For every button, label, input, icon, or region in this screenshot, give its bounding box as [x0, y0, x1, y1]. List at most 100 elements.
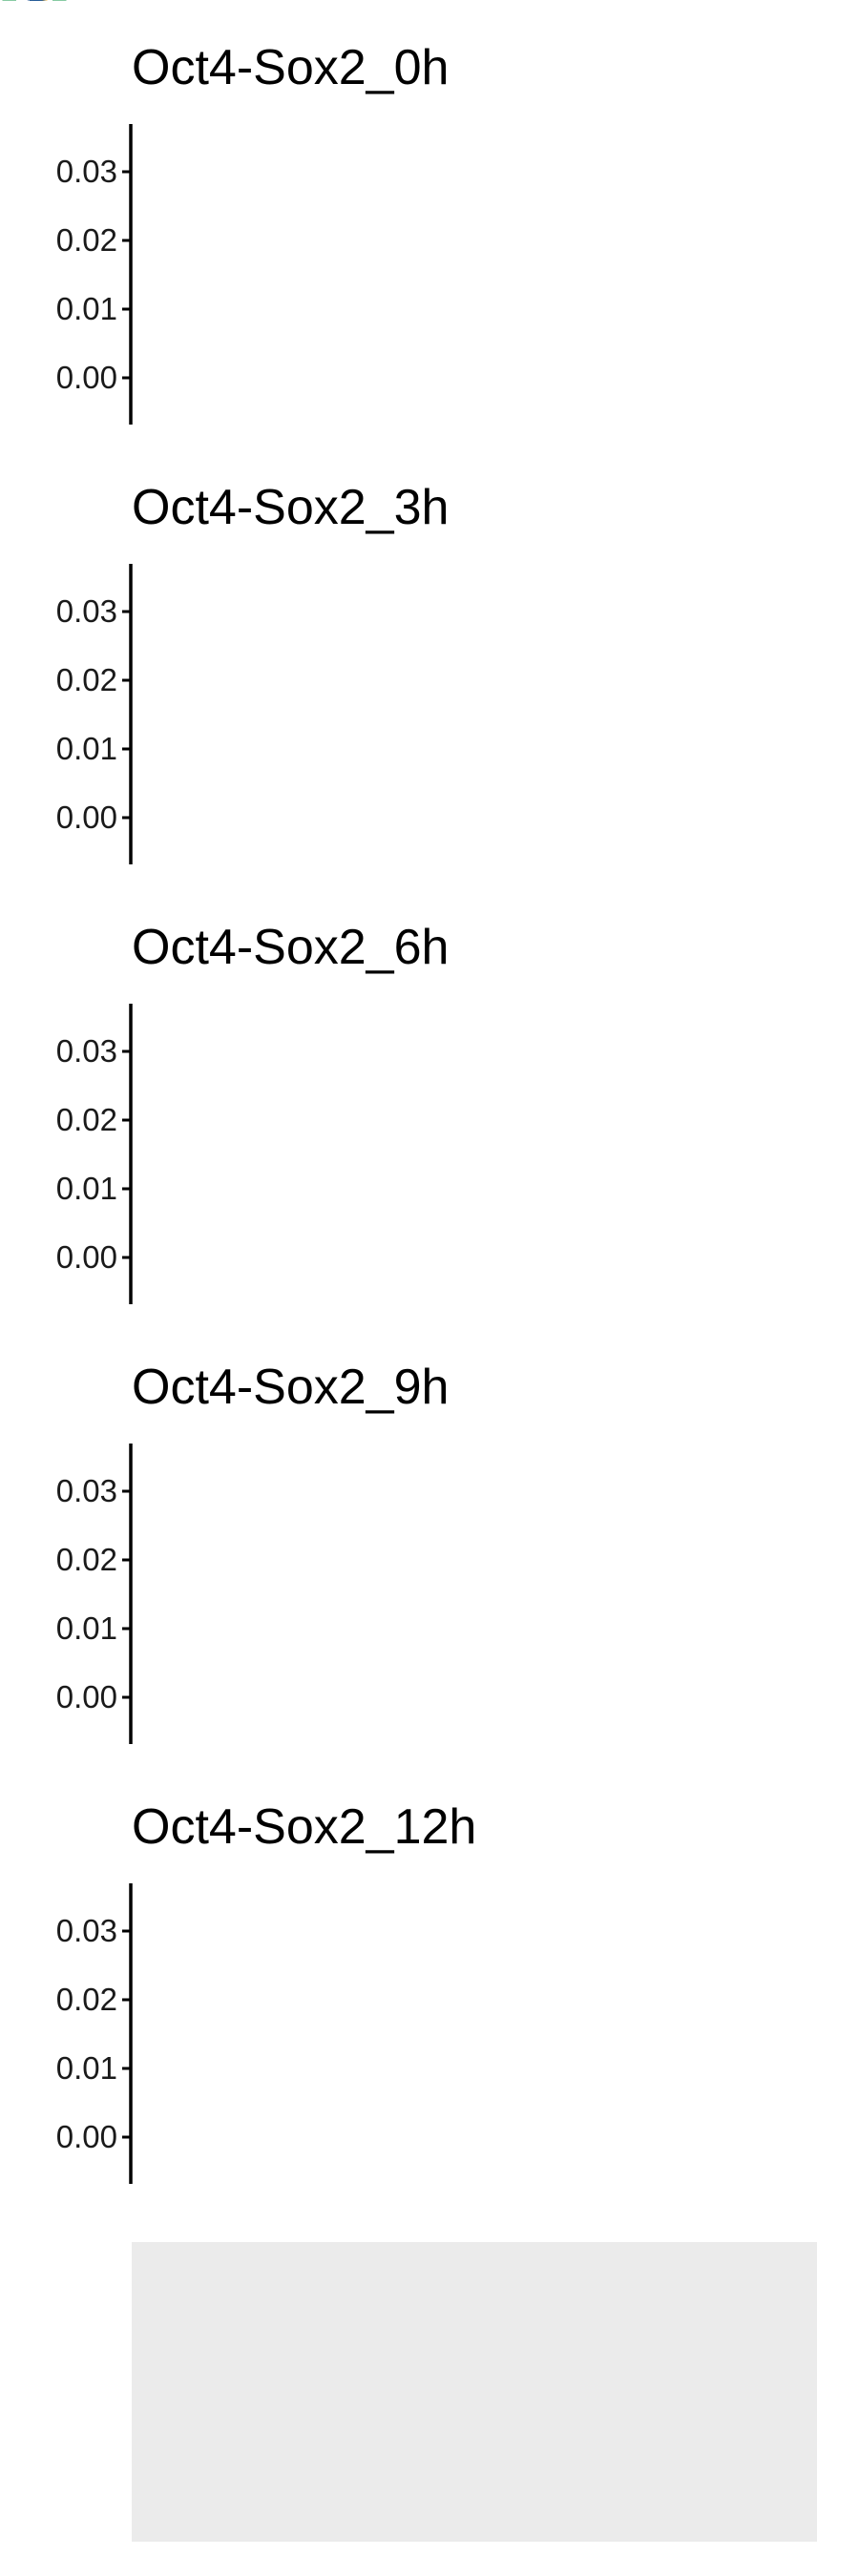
- logo-letter-c: C: [0, 0, 69, 21]
- logo-letter-c: C: [0, 0, 69, 21]
- logo-letter-t: T: [0, 0, 58, 21]
- logo-letter-g: G: [0, 0, 74, 21]
- logo-panel: Oct4-Sox2_9h0.000.010.020.03CGTAACGTACGT…: [0, 0, 449, 1744]
- logo-letter-a: A: [0, 0, 69, 21]
- logo-letter-g: G: [0, 0, 74, 21]
- logo-letter-t: T: [0, 0, 58, 21]
- logo-letter-a: A: [0, 0, 69, 21]
- logo-letter-g: G: [0, 0, 74, 21]
- logo-letter-c: C: [0, 0, 69, 21]
- logo-letter-a: A: [0, 0, 69, 21]
- logo-letter-a: A: [0, 0, 69, 21]
- logo-letter-g: G: [0, 0, 74, 21]
- y-tick-label: 0.03: [56, 1473, 117, 1508]
- logo-letter-a: A: [0, 0, 69, 21]
- y-tick-label: 0.01: [56, 1171, 117, 1206]
- logo-letter-a: A: [0, 0, 69, 21]
- y-tick-label: 0.00: [56, 2119, 117, 2154]
- logo-letter-c: C: [0, 0, 69, 21]
- logo-letter-a: A: [0, 0, 69, 21]
- logo-letter-c: C: [0, 0, 69, 21]
- y-tick-label: 0.01: [56, 2050, 117, 2086]
- y-tick-label: 0.02: [56, 1102, 117, 1137]
- logo-letter-t: T: [0, 0, 58, 21]
- logo-letter-a: A: [0, 0, 69, 21]
- logo-letter-t: T: [0, 0, 58, 21]
- logo-letter-a: A: [0, 0, 69, 21]
- logo-letter-a: A: [0, 0, 69, 21]
- logo-letter-t: T: [0, 0, 58, 21]
- logo-letter-t: T: [0, 0, 58, 21]
- logo-letter-c: C: [0, 0, 69, 21]
- logo-panel: Oct4-Sox2_12h0.000.010.020.03ACTACTCGTAG…: [0, 0, 476, 2184]
- logo-letter-c: C: [0, 0, 69, 21]
- logo-letter-t: T: [0, 0, 58, 21]
- logo-letter-t: T: [0, 0, 58, 21]
- y-tick-label: 0.00: [56, 1239, 117, 1275]
- logo-letter-a: A: [0, 0, 69, 21]
- logo-letter-a: A: [0, 0, 69, 21]
- logo-letter-t: T: [0, 0, 58, 21]
- logo-letter-t: T: [0, 0, 58, 21]
- logo-letter-g: G: [0, 0, 74, 21]
- logo-letter-t: T: [0, 0, 58, 21]
- logo-letter-g: G: [0, 0, 74, 21]
- logo-letter-a: A: [0, 0, 69, 21]
- logo-letter-a: A: [0, 0, 69, 21]
- logo-letter-g: G: [0, 0, 74, 21]
- logo-letter-a: A: [0, 0, 69, 21]
- logo-letter-g: G: [0, 0, 74, 21]
- logo-letter-c: C: [0, 0, 69, 21]
- y-tick-label: 0.03: [56, 593, 117, 629]
- logo-letter-c: C: [0, 0, 69, 21]
- logo-letter-t: T: [0, 0, 58, 21]
- logo-letter-c: C: [0, 0, 69, 21]
- logo-panel: Oct4-Sox2_3h0.000.010.020.03CGTAACGTACGT…: [0, 0, 449, 864]
- logo-letter-c: C: [0, 0, 69, 21]
- y-tick-label: 0.01: [56, 731, 117, 766]
- logo-letter-a: A: [0, 0, 69, 21]
- logo-letter-t: T: [0, 0, 58, 21]
- logo-letter-a: A: [0, 0, 69, 21]
- logo-letter-a: A: [0, 0, 69, 21]
- y-tick-label: 0.03: [56, 1033, 117, 1069]
- logo-letter-g: G: [0, 0, 74, 21]
- logo-letter-g: G: [0, 0, 74, 21]
- logo-letter-g: G: [0, 0, 74, 21]
- logo-letter-g: G: [0, 0, 74, 21]
- logo-letter-a: A: [0, 0, 69, 21]
- logo-letter-g: G: [0, 0, 74, 21]
- y-tick-label: 0.02: [56, 222, 117, 258]
- logo-letter-g: G: [0, 0, 74, 21]
- logo-letter-a: A: [0, 0, 69, 21]
- logo-letter-a: A: [0, 0, 69, 21]
- logo-letter-c: C: [0, 0, 69, 21]
- logo-letter-c: C: [0, 0, 69, 21]
- logo-letter-g: G: [0, 0, 74, 21]
- logo-letter-g: G: [0, 0, 74, 21]
- logo-letter-t: T: [0, 0, 58, 21]
- logo-letter-g: G: [0, 0, 74, 21]
- logo-letter-a: A: [0, 0, 69, 21]
- logo-letter-a: A: [0, 0, 69, 21]
- logo-letter-c: C: [0, 0, 69, 21]
- y-tick-label: 0.00: [56, 360, 117, 395]
- y-tick-label: 0.02: [56, 1982, 117, 2017]
- logo-letter-a: A: [0, 0, 69, 21]
- logo-letter-a: A: [0, 0, 69, 21]
- logo-letter-a: A: [0, 0, 69, 21]
- panel-title: Oct4-Sox2_0h: [132, 40, 449, 95]
- logo-letter-a: A: [0, 0, 69, 21]
- logo-letter-a: A: [0, 0, 69, 21]
- logo-letter-c: C: [0, 0, 69, 21]
- logo-letter-c: C: [0, 0, 69, 21]
- logo-letter-c: C: [0, 0, 69, 21]
- logo-letter-c: C: [0, 0, 69, 21]
- logo-letter-c: C: [0, 0, 69, 21]
- logo-letter-a: A: [0, 0, 69, 21]
- logo-letter-t: T: [0, 0, 58, 21]
- logo-letter-c: C: [0, 0, 69, 21]
- logo-letter-g: G: [0, 0, 74, 21]
- logo-letter-c: C: [0, 0, 69, 21]
- logo-letter-g: G: [0, 0, 74, 21]
